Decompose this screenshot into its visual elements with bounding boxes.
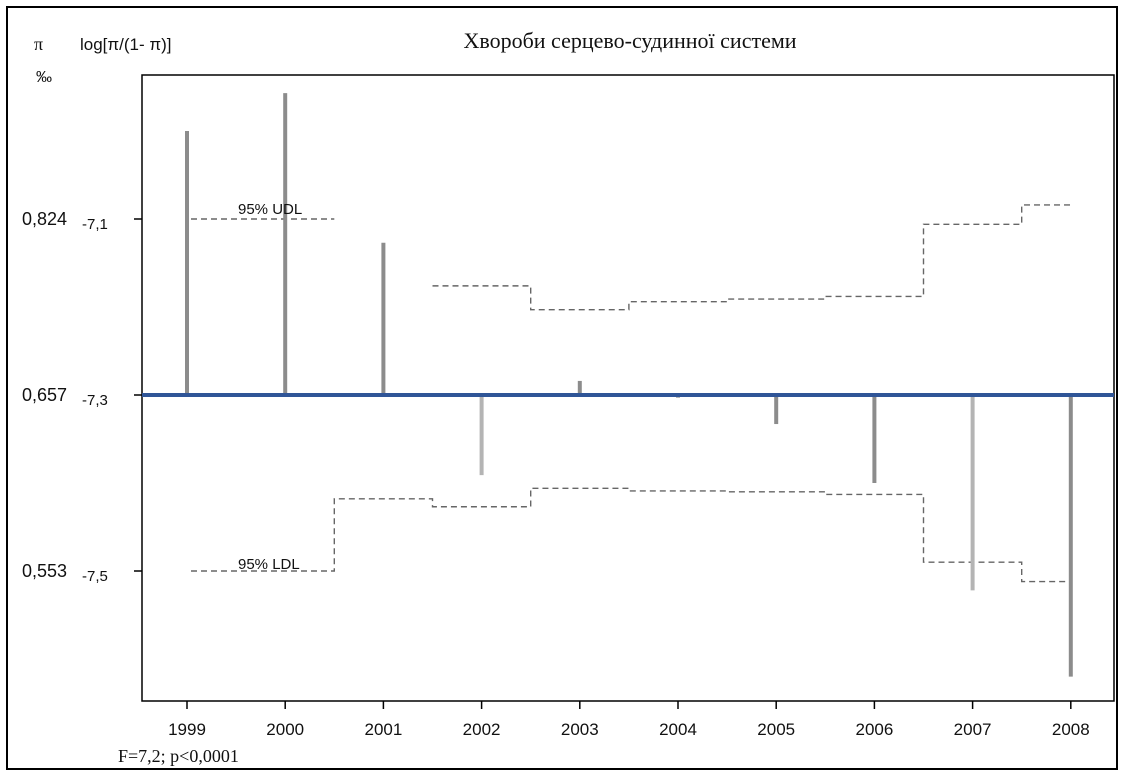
x-tick-label-2002: 2002: [463, 720, 501, 739]
x-tick-label-2008: 2008: [1052, 720, 1090, 739]
upper-limit-line: [191, 204, 1071, 311]
x-tick-label-2006: 2006: [855, 720, 893, 739]
bar-series: [185, 93, 1073, 677]
plot-area: [141, 74, 1115, 702]
x-axis: 1999 2000 2001 2002 2003 2004 2005 2006 2007 2008: [168, 701, 1090, 739]
y-left-tick-label: 0,657: [22, 385, 67, 405]
x-tick-label-2004: 2004: [659, 720, 697, 739]
y-right-label: log[π/(1- π)]: [80, 35, 171, 54]
test-statistic: F=7,2; p<0,0001: [118, 746, 239, 766]
y-left-label: π: [34, 34, 43, 54]
x-tick-label-2003: 2003: [561, 720, 599, 739]
control-limits: [191, 204, 1071, 583]
y-left-unit: ‰: [36, 69, 52, 86]
y-left-tick-label: 0,824: [22, 209, 67, 229]
y-right-tick-label: -7,5: [82, 568, 108, 585]
lower-limit-line: [191, 487, 1071, 583]
x-tick-label-2007: 2007: [954, 720, 992, 739]
chart-title: Хвороби серцево-судинної системи: [463, 28, 796, 53]
lcl-label: 95% LDL: [238, 556, 300, 573]
x-tick-label-2001: 2001: [364, 720, 402, 739]
y-axis: 0,824 -7,1 0,657 -7,3 0,553 -7,5: [22, 209, 142, 585]
ucl-label: 95% UDL: [238, 201, 302, 218]
y-left-tick-label: 0,553: [22, 561, 67, 581]
y-right-tick-label: -7,3: [82, 392, 108, 409]
x-tick-label-2005: 2005: [757, 720, 795, 739]
y-right-tick-label: -7,1: [82, 216, 108, 233]
x-tick-label-1999: 1999: [168, 720, 206, 739]
x-tick-label-2000: 2000: [266, 720, 304, 739]
